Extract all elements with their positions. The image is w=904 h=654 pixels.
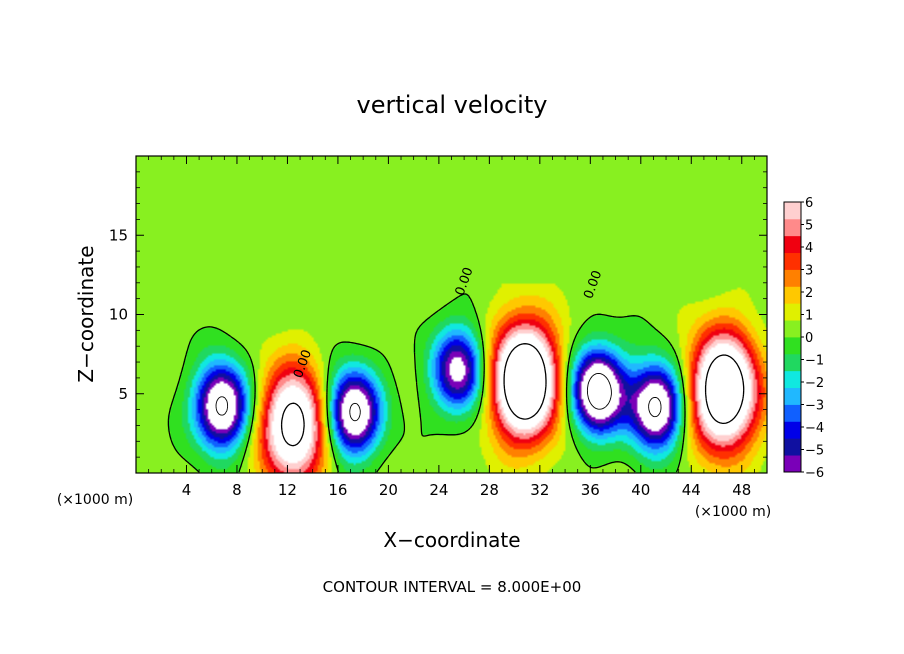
colorbar-swatch	[784, 455, 801, 473]
colorbar-tick-label: 2	[805, 286, 813, 301]
x-tick-label: 12	[278, 481, 297, 499]
colorbar-swatch	[784, 387, 801, 405]
contour-interval-note: CONTOUR INTERVAL = 8.000E+00	[323, 578, 582, 596]
y-axis-ticks: 5 10 15	[109, 171, 767, 458]
colorbar-tick-label: 5	[805, 219, 813, 234]
colorbar-tick-label: 1	[805, 309, 813, 324]
x-tick-label: 48	[732, 481, 751, 499]
colorbar-swatch	[784, 370, 801, 389]
colorbar-swatch	[784, 269, 801, 287]
colorbar-swatch	[784, 286, 801, 304]
x-tick-label: 32	[530, 481, 549, 499]
colorbar-swatch	[784, 202, 801, 220]
colorbar-tick-label: 4	[805, 241, 813, 256]
chart-title: vertical velocity	[357, 91, 548, 119]
colorbar-swatch	[784, 353, 801, 372]
x-tick-label: 44	[682, 481, 701, 499]
colorbar-tick-label: 0	[805, 331, 813, 346]
colorbar-swatch	[784, 320, 801, 338]
colorbar-tick-label: −6	[805, 466, 824, 481]
colorbar-tick-label: −2	[805, 376, 824, 391]
y-axis-label: Z−coordinate	[74, 245, 98, 382]
x-tick-label: 36	[581, 481, 600, 499]
colorbar-tick-label: −5	[805, 444, 824, 459]
x-unit-right: (×1000 m)	[695, 504, 771, 520]
colorbar-swatch	[784, 218, 801, 237]
colorbar-swatch	[784, 404, 801, 422]
x-tick-label: 40	[631, 481, 650, 499]
colorbar-swatch	[784, 421, 801, 439]
colorbar-tick-label: −4	[805, 421, 824, 436]
y-tick-label: 5	[118, 385, 128, 403]
colorbar-tick-label: 3	[805, 264, 813, 279]
x-tick-label: 24	[429, 481, 448, 499]
colorbar-swatch	[784, 252, 801, 270]
colorbar-tick-label: −1	[805, 354, 824, 369]
contour-negative	[215, 372, 662, 422]
x-tick-label: 4	[182, 481, 192, 499]
contour-zero	[167, 293, 686, 473]
colorbar-tick-label: 6	[805, 196, 813, 211]
velocity-field	[136, 156, 767, 473]
x-tick-label: 8	[232, 481, 242, 499]
contour-positive	[280, 343, 745, 447]
x-axis-label: X−coordinate	[383, 528, 520, 552]
colorbar-swatch	[784, 303, 801, 321]
colorbar-tick-label: −3	[805, 399, 824, 414]
x-axis-ticks: 4 8 12 16 20 24 28 32 36 40 44 48	[148, 156, 755, 499]
colorbar: 6 5 4 3 2 1 0 −1 −2 −3 −4 −5 −6	[783, 196, 824, 481]
x-tick-label: 20	[379, 481, 398, 499]
colorbar-swatch	[784, 337, 801, 355]
x-tick-label: 16	[328, 481, 347, 499]
colorbar-swatch	[784, 438, 801, 456]
contour-lines	[167, 293, 745, 473]
y-tick-label: 15	[109, 226, 128, 244]
y-tick-label: 10	[109, 306, 128, 324]
x-tick-label: 28	[480, 481, 499, 499]
x-unit-left: (×1000 m)	[57, 492, 133, 508]
colorbar-swatch	[784, 235, 801, 254]
